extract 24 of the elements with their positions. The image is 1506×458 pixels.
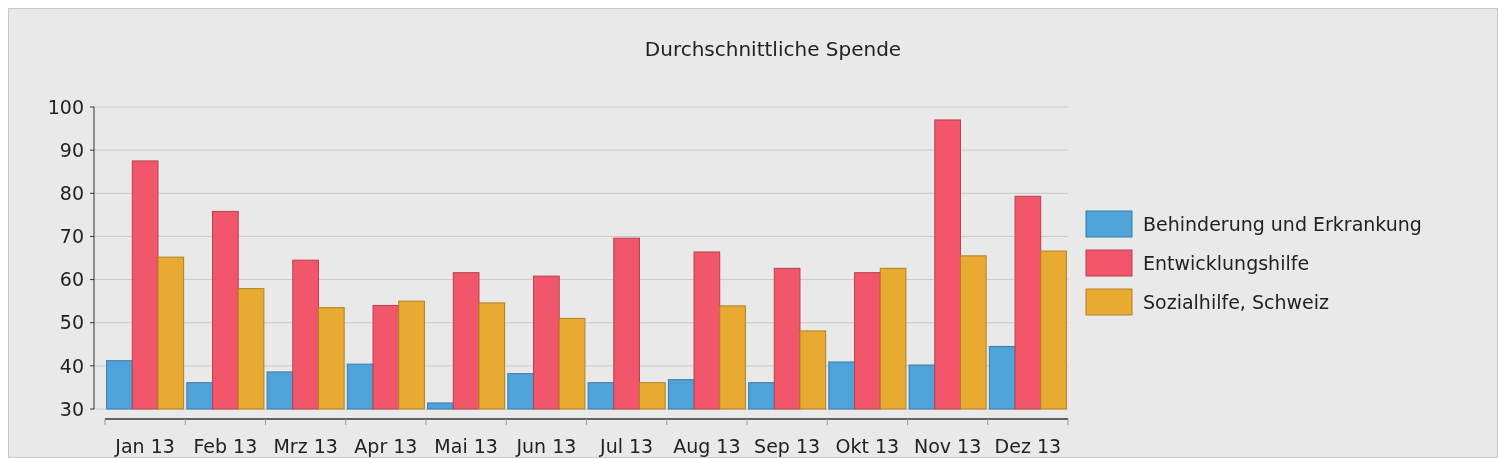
chart-title: Durchschnittliche Spende <box>644 37 902 61</box>
x-tick-label: Mai 13 <box>434 435 498 457</box>
y-tick-label: 60 <box>59 268 84 291</box>
x-tick-label: Sep 13 <box>754 435 821 457</box>
legend-label: Behinderung und Erkrankung <box>1143 212 1422 235</box>
y-tick-label: 30 <box>59 397 84 420</box>
x-tick-label: Jun 13 <box>515 435 577 457</box>
y-tick-label: 80 <box>59 181 84 204</box>
y-tick-label: 90 <box>59 138 84 161</box>
x-tick-label: Feb 13 <box>193 435 258 457</box>
y-tick-label: 40 <box>59 354 84 377</box>
x-tick-label: Apr 13 <box>354 435 418 457</box>
x-tick-label: Dez 13 <box>994 435 1062 457</box>
x-tick-label: Jul 13 <box>599 435 654 457</box>
x-tick-label: Aug 13 <box>673 435 741 457</box>
legend-label: Entwicklungshilfe <box>1143 251 1310 274</box>
x-tick-label: Nov 13 <box>913 435 982 457</box>
x-tick-label: Mrz 13 <box>273 435 338 457</box>
legend-label: Sozialhilfe, Schweiz <box>1143 290 1329 313</box>
y-tick-label: 70 <box>59 225 84 248</box>
y-tick-label: 50 <box>59 311 84 334</box>
x-tick-label: Okt 13 <box>835 435 900 457</box>
y-tick-label: 100 <box>47 95 84 118</box>
x-tick-label: Jan 13 <box>114 435 175 457</box>
